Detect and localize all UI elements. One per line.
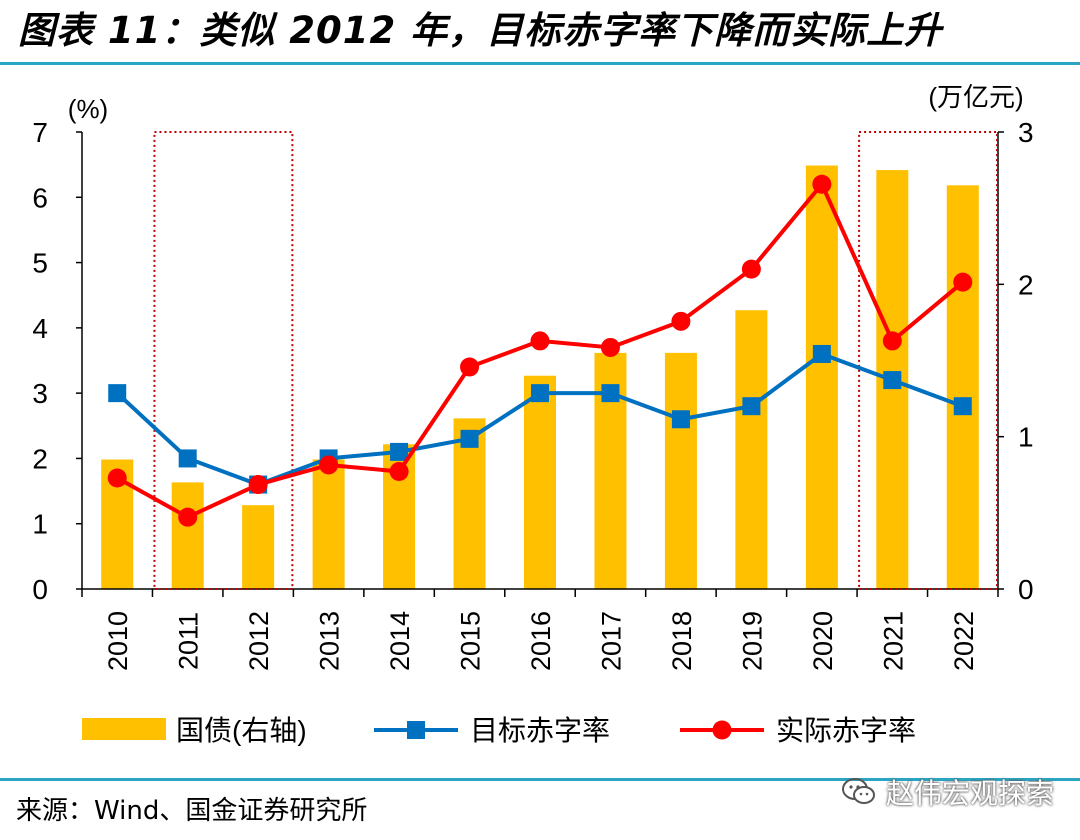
bar-2019 (735, 310, 768, 589)
bar-2012 (242, 505, 275, 589)
right-axis-unit: (万亿元) (928, 82, 1023, 112)
legend-actual-marker (712, 720, 732, 740)
actual-marker-2015 (460, 357, 480, 377)
actual-marker-2021 (882, 331, 902, 351)
x-tick-label-2018: 2018 (667, 611, 697, 671)
bar-2020 (805, 165, 838, 589)
actual-marker-2014 (389, 461, 409, 481)
target-marker-2011 (178, 449, 197, 468)
legend-target-label: 目标赤字率 (470, 715, 610, 746)
watermark-text: 赵伟宏观探索 (886, 777, 1055, 810)
left-tick-label: 6 (32, 182, 48, 213)
actual-marker-2018 (671, 311, 691, 331)
target-marker-2021 (883, 371, 902, 390)
x-tick-label-2020: 2020 (808, 611, 838, 671)
left-tick-label: 5 (32, 248, 48, 279)
x-tick-label-2021: 2021 (878, 611, 908, 671)
right-tick-label: 2 (1018, 269, 1034, 300)
target-marker-2017 (601, 384, 620, 403)
target-marker-2019 (742, 397, 761, 416)
x-tick-label-2016: 2016 (526, 611, 556, 671)
actual-marker-2022 (953, 272, 973, 292)
target-marker-2018 (671, 410, 690, 429)
actual-marker-2010 (107, 468, 127, 488)
target-marker-2015 (460, 429, 479, 448)
x-tick-label-2010: 2010 (103, 611, 133, 671)
target-marker-2010 (108, 384, 127, 403)
right-tick-label: 3 (1018, 117, 1034, 148)
highlight-box-2 (858, 131, 998, 590)
x-tick-label-2013: 2013 (315, 611, 345, 671)
left-tick-label: 2 (32, 443, 48, 474)
bar-2018 (664, 352, 697, 589)
source-note: 来源：Wind、国金证券研究所 (16, 796, 368, 826)
chart: 0 1 2 3 4 5 6 7 0 1 2 3 (%) (万亿元) 2010 2011 2012 2013 2014… (32, 82, 1034, 746)
actual-marker-2012 (248, 475, 268, 495)
target-marker-2014 (390, 442, 409, 461)
target-marker-2020 (812, 344, 831, 363)
bar-2013 (312, 459, 345, 589)
actual-marker-2016 (530, 331, 550, 351)
bar-2016 (524, 375, 556, 589)
legend-bar-swatch (82, 718, 166, 740)
legend-bar-label: 国债(右轴) (176, 715, 307, 746)
left-tick-label: 1 (32, 509, 48, 540)
legend-actual-label: 实际赤字率 (776, 715, 916, 746)
bar-2022 (946, 185, 979, 590)
legend-target-marker (407, 721, 425, 739)
actual-marker-2013 (319, 455, 339, 475)
actual-marker-2017 (600, 337, 620, 357)
actual-marker-2020 (812, 174, 832, 194)
left-tick-label: 0 (32, 574, 48, 605)
top-divider (0, 62, 1080, 65)
right-tick-label: 1 (1018, 422, 1034, 453)
x-tick-label-2011: 2011 (174, 612, 204, 670)
x-tick-label-2012: 2012 (244, 611, 274, 671)
left-axis-unit: (%) (68, 94, 108, 124)
left-tick-label: 3 (32, 378, 48, 409)
bar-2011 (171, 482, 204, 589)
x-tick-label-2022: 2022 (949, 611, 979, 671)
wechat-icon (842, 778, 875, 804)
actual-marker-2019 (741, 259, 761, 279)
target-marker-2022 (953, 397, 972, 416)
actual-marker-2011 (178, 507, 198, 527)
x-tick-label-2017: 2017 (596, 611, 626, 671)
x-tick-label-2015: 2015 (456, 611, 486, 671)
x-tick-label-2014: 2014 (385, 611, 415, 671)
watermark: 赵伟宏观探索 (842, 774, 1054, 810)
left-tick-label: 4 (32, 313, 48, 344)
bottom-divider (0, 778, 1080, 781)
right-tick-label: 0 (1018, 574, 1034, 605)
left-tick-label: 7 (32, 117, 48, 148)
chart-title: 图表 11：类似 2012 年，目标赤字率下降而实际上升 (18, 9, 943, 52)
x-tick-label-2019: 2019 (737, 611, 767, 671)
highlight-box-1 (153, 131, 294, 590)
target-marker-2016 (531, 384, 549, 403)
